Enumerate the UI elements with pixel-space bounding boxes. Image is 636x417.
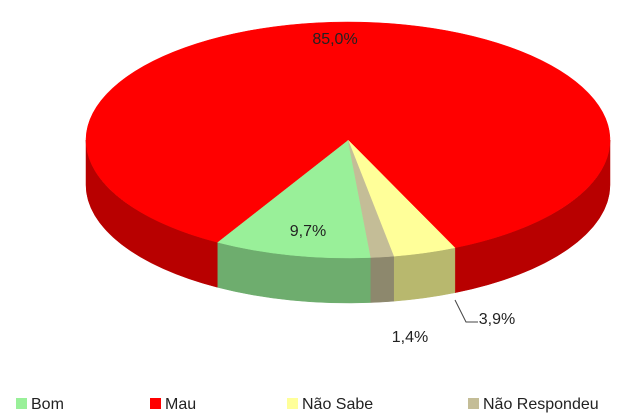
legend-swatch bbox=[287, 398, 298, 409]
data-label: 9,7% bbox=[290, 223, 326, 240]
slice bbox=[347, 139, 395, 258]
leader-line bbox=[454, 299, 478, 323]
legend-swatch bbox=[150, 398, 161, 409]
legend-label: Não Respondeu bbox=[483, 396, 599, 413]
data-label: 85,0% bbox=[312, 31, 357, 48]
slice bbox=[216, 139, 372, 259]
legend-swatch bbox=[468, 398, 479, 409]
data-label: 1,4% bbox=[392, 329, 428, 346]
data-label: 3,9% bbox=[479, 311, 515, 328]
legend-label: Não Sabe bbox=[302, 396, 373, 413]
slice bbox=[85, 21, 611, 249]
slice-side bbox=[393, 247, 456, 302]
legend-swatch bbox=[16, 398, 27, 409]
legend-label: Bom bbox=[31, 396, 64, 413]
legend-label: Mau bbox=[165, 396, 196, 413]
slice-side bbox=[370, 255, 394, 303]
